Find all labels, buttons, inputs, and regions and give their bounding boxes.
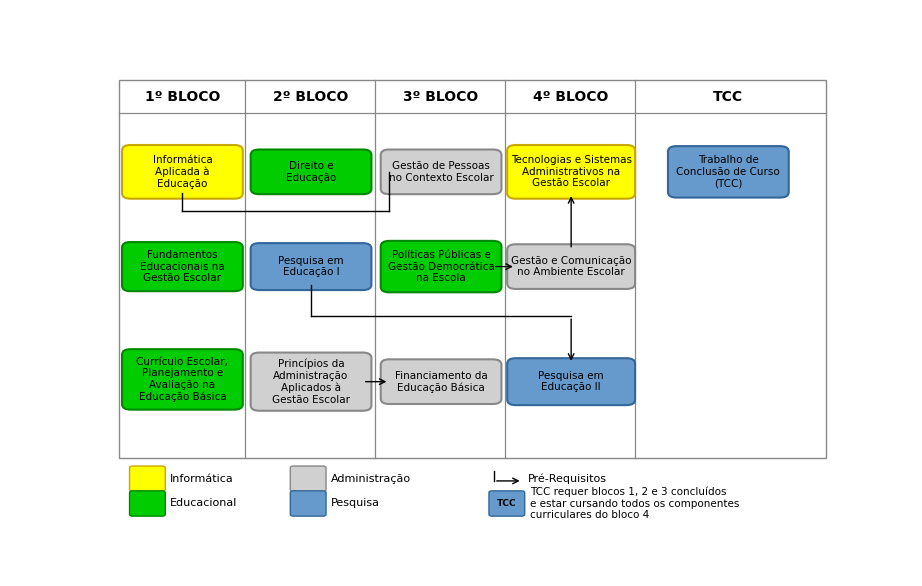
FancyBboxPatch shape [489,491,525,516]
Text: Informática
Aplicada à
Educação: Informática Aplicada à Educação [152,155,212,189]
FancyBboxPatch shape [290,466,326,491]
Text: Trabalho de
Conclusão de Curso
(TCC): Trabalho de Conclusão de Curso (TCC) [677,155,780,189]
Text: 1º BLOCO: 1º BLOCO [145,90,220,104]
FancyBboxPatch shape [129,491,165,516]
FancyBboxPatch shape [251,149,372,194]
FancyBboxPatch shape [381,241,502,292]
FancyBboxPatch shape [251,243,372,290]
Text: TCC requer blocos 1, 2 e 3 concluídos
e estar cursando todos os componentes
curr: TCC requer blocos 1, 2 e 3 concluídos e … [530,486,739,520]
Text: Tecnologias e Sistemas
Administrativos na
Gestão Escolar: Tecnologias e Sistemas Administrativos n… [511,155,632,189]
FancyBboxPatch shape [507,358,635,405]
FancyBboxPatch shape [507,244,635,289]
Text: Gestão e Comunicação
no Ambiente Escolar: Gestão e Comunicação no Ambiente Escolar [511,256,632,277]
Text: Currículo Escolar,
Planejamento e
Avaliação na
Educação Básica: Currículo Escolar, Planejamento e Avalia… [136,357,229,402]
FancyBboxPatch shape [122,242,242,291]
FancyBboxPatch shape [381,359,502,404]
FancyBboxPatch shape [251,353,372,411]
Text: Pesquisa: Pesquisa [331,499,380,509]
Text: Fundamentos
Educacionais na
Gestão Escolar: Fundamentos Educacionais na Gestão Escol… [140,250,225,283]
Text: Financiamento da
Educação Básica: Financiamento da Educação Básica [395,370,488,393]
Text: Gestão de Pessoas
no Contexto Escolar: Gestão de Pessoas no Contexto Escolar [389,161,493,183]
FancyBboxPatch shape [122,145,242,199]
Text: Informática: Informática [171,473,234,483]
FancyBboxPatch shape [122,349,242,410]
Text: 2º BLOCO: 2º BLOCO [273,90,349,104]
Bar [119,80,826,458]
Text: Políticas Públicas e
Gestão Democrática
na Escola: Políticas Públicas e Gestão Democrática … [388,250,494,283]
Text: TCC: TCC [714,90,743,104]
Text: Princípios da
Administração
Aplicados à
Gestão Escolar: Princípios da Administração Aplicados à … [272,359,350,404]
Text: Pesquisa em
Educação II: Pesquisa em Educação II [538,371,604,393]
Text: 4º BLOCO: 4º BLOCO [534,90,609,104]
FancyBboxPatch shape [290,491,326,516]
FancyBboxPatch shape [381,149,502,194]
Text: Pré-Requisitos: Pré-Requisitos [528,473,608,484]
Text: TCC: TCC [497,499,516,508]
FancyBboxPatch shape [668,146,788,197]
Text: 3º BLOCO: 3º BLOCO [404,90,479,104]
FancyBboxPatch shape [507,145,635,199]
Text: Educacional: Educacional [171,499,238,509]
Text: Pesquisa em
Educação I: Pesquisa em Educação I [278,256,344,277]
Text: Administração: Administração [331,473,411,483]
Text: Direito e
Educação: Direito e Educação [286,161,337,183]
FancyBboxPatch shape [129,466,165,491]
